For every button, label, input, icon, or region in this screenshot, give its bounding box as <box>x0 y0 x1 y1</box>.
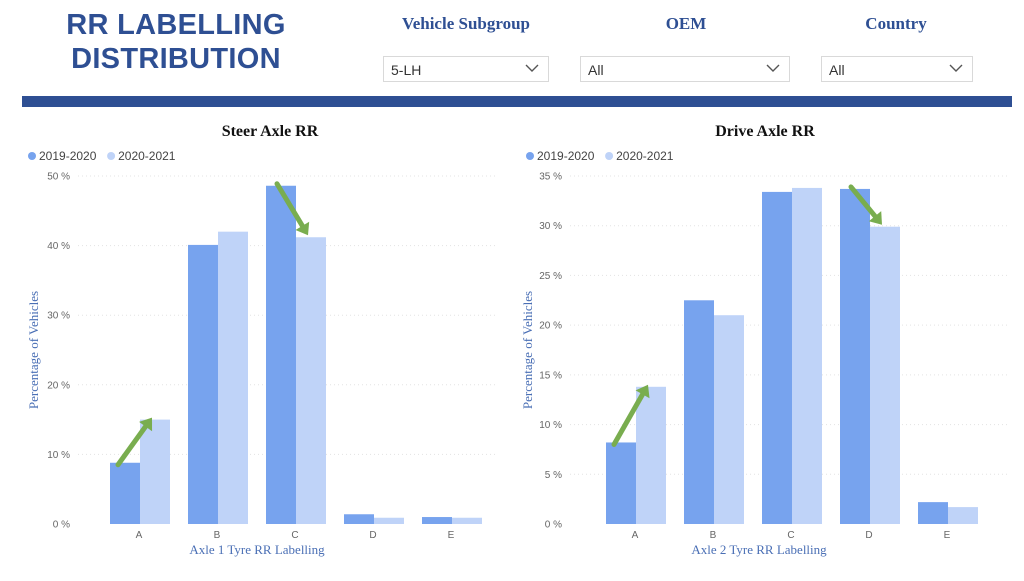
bar-c-2019-2020 <box>762 191 792 524</box>
bar-b-2019-2020 <box>684 300 714 524</box>
vehicle-subgroup-value: 5-LH <box>391 62 422 78</box>
oem-label: OEM <box>665 14 707 33</box>
bar-d-2020-2021 <box>374 517 404 524</box>
page-title-line1: RR LABELLING <box>66 9 286 41</box>
chevron-down-icon <box>949 64 963 72</box>
oem-value: All <box>588 62 604 78</box>
y-tick-label: 0 % <box>53 520 70 531</box>
bar-b-2020-2021 <box>218 231 248 524</box>
bar-d-2019-2020 <box>840 188 870 524</box>
bar-b-2019-2020 <box>188 244 218 525</box>
y-tick-label: 30 % <box>47 311 70 322</box>
y-tick-label: 10 % <box>47 450 70 461</box>
bar-e-2019-2020 <box>918 502 948 524</box>
bar-c-2020-2021 <box>792 187 822 524</box>
steer-axle-chart: Steer Axle RR 2019-2020 2020-2021 0 % 10 % 20… <box>26 123 496 557</box>
arrow-annotation-down <box>274 181 310 236</box>
arrow-annotation-down <box>848 184 882 225</box>
page-title-line2: DISTRIBUTION <box>71 43 281 75</box>
arrow-head <box>868 211 882 225</box>
header-divider-band <box>22 96 1012 107</box>
y-tick-label: 35 % <box>539 172 562 183</box>
country-dropdown[interactable]: All <box>821 56 973 82</box>
bar-e-2020-2021 <box>948 507 978 524</box>
bar-a-2020-2021 <box>140 419 170 524</box>
y-axis-label: Percentage of Vehicles <box>520 291 535 409</box>
arrow-shaft <box>611 391 646 447</box>
bar-d-2019-2020 <box>344 514 374 524</box>
bar-c-2020-2021 <box>296 237 326 525</box>
arrow-head <box>295 221 310 236</box>
x-tick-label: D <box>369 530 376 541</box>
x-tick-label: B <box>214 530 221 541</box>
x-tick-label: E <box>944 530 951 541</box>
y-tick-label: 10 % <box>539 420 562 431</box>
bar-d-2020-2021 <box>870 226 900 525</box>
x-tick-label: C <box>787 530 794 541</box>
y-tick-label: 40 % <box>47 241 70 252</box>
arrow-annotation-up <box>115 417 153 468</box>
arrow-shaft <box>848 184 878 219</box>
x-axis-label: Axle 1 Tyre RR Labelling <box>189 542 325 557</box>
oem-dropdown[interactable]: All <box>580 56 790 82</box>
arrow-shaft <box>115 424 149 468</box>
bar-e-2020-2021 <box>452 517 482 524</box>
vehicle-subgroup-dropdown[interactable]: 5-LH <box>383 56 549 82</box>
legend-entry-2: 2020-2021 <box>118 149 176 163</box>
bar-c-2019-2020 <box>266 185 296 524</box>
vehicle-subgroup-label: Vehicle Subgroup <box>401 14 530 33</box>
chart-title: Drive Axle RR <box>715 123 815 140</box>
bar-b-2020-2021 <box>714 315 744 524</box>
legend-entry-2: 2020-2021 <box>616 149 674 163</box>
arrow-head <box>139 417 153 432</box>
arrow-shaft <box>274 181 305 229</box>
x-tick-label: C <box>291 530 298 541</box>
y-tick-label: 20 % <box>539 321 562 332</box>
y-tick-label: 20 % <box>47 380 70 391</box>
page-title: RR LABELLING DISTRIBUTION <box>46 8 306 76</box>
chevron-down-icon <box>766 64 780 72</box>
bar-a-2020-2021 <box>636 386 666 524</box>
x-tick-label: D <box>865 530 872 541</box>
y-tick-label: 5 % <box>545 470 562 481</box>
x-tick-label: A <box>136 530 143 541</box>
bar-e-2019-2020 <box>422 517 452 524</box>
legend-entry-1: 2019-2020 <box>39 149 97 163</box>
legend-marker-1 <box>526 152 534 160</box>
arrow-annotation-up <box>611 384 650 447</box>
x-axis-label: Axle 2 Tyre RR Labelling <box>691 542 827 557</box>
legend-marker-2 <box>605 152 614 160</box>
y-tick-label: 30 % <box>539 221 562 232</box>
drive-axle-chart: Drive Axle RR 2019-2020 2020-2021 0 % 5 % 10 … <box>520 123 1008 557</box>
bar-a-2019-2020 <box>606 442 636 524</box>
y-tick-label: 50 % <box>47 172 70 183</box>
country-value: All <box>829 62 845 78</box>
chevron-down-icon <box>525 64 539 72</box>
country-label: Country <box>865 14 927 33</box>
y-tick-label: 0 % <box>545 520 562 531</box>
y-tick-label: 25 % <box>539 271 562 282</box>
x-tick-label: B <box>710 530 717 541</box>
y-axis-label: Percentage of Vehicles <box>26 291 41 409</box>
x-tick-label: E <box>448 530 455 541</box>
legend-entry-1: 2019-2020 <box>537 149 595 163</box>
legend-marker-1 <box>28 152 36 160</box>
legend-marker-2 <box>107 152 116 160</box>
arrow-head <box>635 384 650 399</box>
bar-a-2019-2020 <box>110 462 140 524</box>
chart-title: Steer Axle RR <box>222 123 319 140</box>
x-tick-label: A <box>632 530 639 541</box>
y-tick-label: 15 % <box>539 370 562 381</box>
